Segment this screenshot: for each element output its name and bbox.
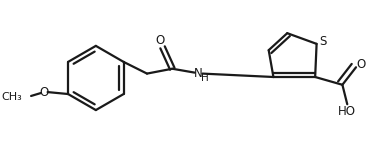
Text: S: S bbox=[320, 35, 327, 48]
Text: N: N bbox=[194, 67, 203, 80]
Text: O: O bbox=[39, 86, 49, 99]
Text: O: O bbox=[155, 34, 164, 47]
Text: H: H bbox=[202, 73, 209, 83]
Text: HO: HO bbox=[338, 105, 356, 118]
Text: CH₃: CH₃ bbox=[2, 92, 22, 102]
Text: O: O bbox=[356, 58, 365, 71]
